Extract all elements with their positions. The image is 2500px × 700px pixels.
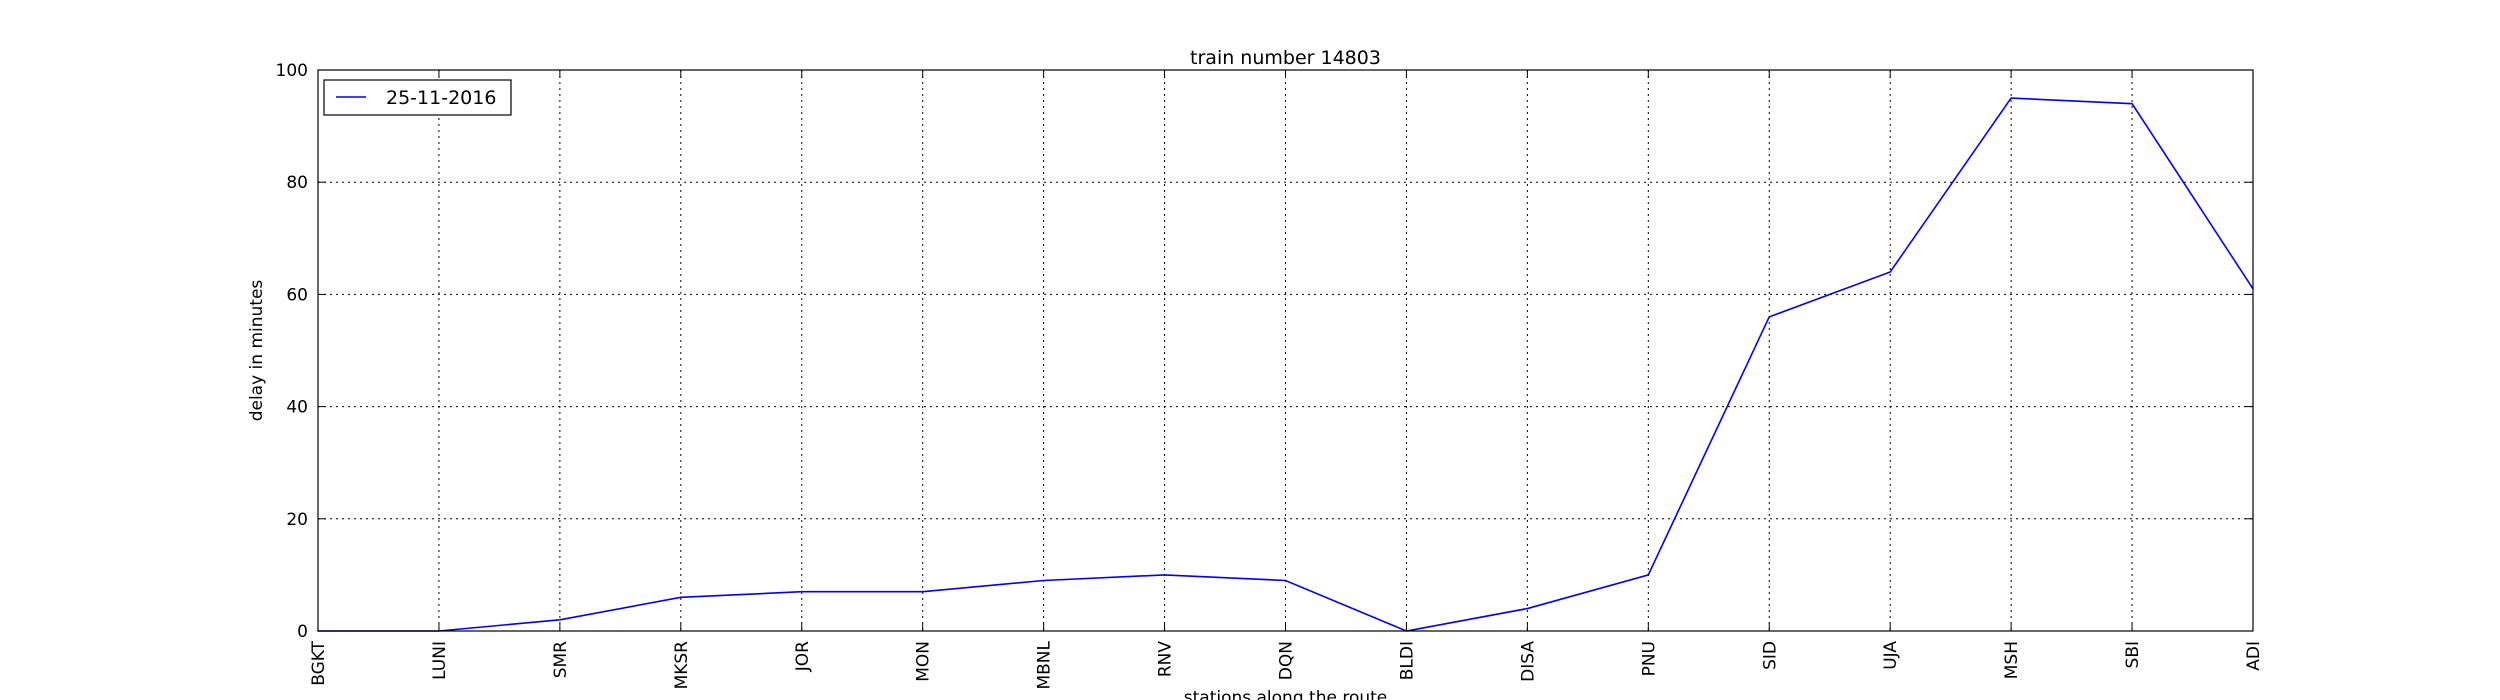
axis-ticks: BGKT LUNI SMR MKSR JOR MON MBNL RNV DQN BLDI DISA P… (276, 61, 2264, 690)
legend: 25-11-2016 (323, 79, 512, 116)
x-tick-label: DISA (1518, 641, 1538, 682)
y-tick-label: 0 (297, 622, 308, 642)
x-axis-label: stations along the route (1184, 688, 1388, 700)
x-tick-label: SBI (2123, 641, 2143, 668)
y-tick-label: 80 (286, 173, 308, 193)
x-tick-label: RNV (1156, 641, 1176, 678)
y-tick-label: 40 (286, 398, 308, 418)
x-tick-label: JOR (793, 641, 813, 672)
x-tick-label: MON (914, 641, 934, 682)
series-line (318, 97, 2254, 632)
y-tick-label: 20 (286, 510, 308, 530)
x-tick-label: ADI (2244, 641, 2264, 671)
y-tick-label: 60 (286, 285, 308, 305)
x-tick-label: LUNI (430, 641, 450, 680)
x-tick-label: BGKT (309, 640, 329, 685)
x-tick-label: MBNL (1035, 640, 1055, 689)
x-tick-label: MSH (2002, 641, 2022, 679)
y-axis-label: delay in minutes (247, 280, 267, 422)
x-tick-label: BLDI (1397, 641, 1417, 680)
x-tick-label: PNU (1639, 641, 1659, 676)
series-layer (318, 97, 2254, 632)
x-tick-label: UJA (1881, 641, 1901, 670)
chart-title: train number 14803 (1190, 47, 1381, 69)
x-tick-label: SMR (551, 641, 571, 678)
x-tick-label: SID (1760, 641, 1780, 670)
grid (317, 69, 2254, 632)
legend-entry: 25-11-2016 (386, 87, 496, 109)
y-tick-label: 100 (276, 61, 308, 81)
x-tick-label: DQN (1277, 641, 1297, 680)
x-tick-label: MKSR (672, 641, 692, 690)
